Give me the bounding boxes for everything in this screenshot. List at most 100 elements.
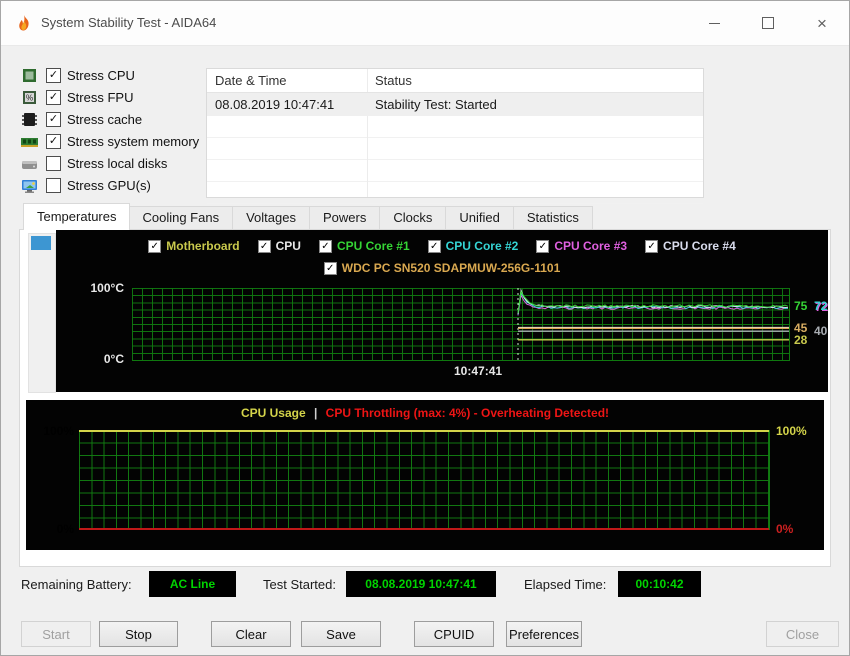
temperature-graph: ✓ Motherboard ✓ CPU ✓ CPU Core #1 ✓ CPU Core #2… [56,230,828,392]
preferences-button[interactable]: Preferences [506,621,582,647]
stress-option-label: Stress cache [67,111,143,127]
current-value-label: 45 [794,321,808,335]
cpu-usage-line [79,430,769,432]
throttling-alert: CPU Throttling (max: 4%) - Overheating D… [325,406,610,420]
stress-option-row: % ✓ Stress FPU [21,86,206,108]
flame-app-icon [19,15,29,31]
stress-options-list: ✓ Stress CPU% ✓ Stress FPU ✓ Stress cache ✓ Str… [21,64,206,196]
test-started-value-box: 08.08.2019 10:47:41 [346,571,496,597]
current-value-label: 72 [814,299,828,313]
window-controls: × [687,1,849,45]
current-value-label: 75 [794,299,808,313]
stress-option-label: Stress local disks [67,155,168,171]
fpu-icon: % [23,90,36,104]
cpuid-button[interactable]: CPUID [414,621,494,647]
tab-temperatures[interactable]: Temperatures [23,203,131,230]
minimize-icon [708,22,720,24]
clear-button[interactable]: Clear [211,621,291,647]
close-button[interactable]: × [795,1,849,45]
cpu-usage-title: CPU Usage [240,406,306,420]
stress-option-label: Stress system memory [67,133,200,149]
stress-checkbox[interactable]: ✓ [46,133,61,149]
save-button[interactable]: Save [301,621,381,647]
legend-checkbox[interactable]: ✓ [323,261,337,275]
log-table-empty-row [207,116,703,138]
legend-checkbox[interactable]: ✓ [257,239,271,253]
legend-item: ✓ CPU Core #2 [427,239,518,253]
stress-option-row: Stress local disks [21,152,206,174]
tab-statistics[interactable]: Statistics [513,206,593,230]
stress-checkbox[interactable]: ✓ [46,111,61,127]
tab-powers[interactable]: Powers [309,206,381,230]
stop-button[interactable]: Stop [99,621,178,647]
minimize-button[interactable] [687,1,741,45]
tab-panel-temperatures: ✓ Motherboard ✓ CPU ✓ CPU Core #1 ✓ CPU Core #2… [19,229,831,567]
legend-item: ✓ WDC PC SN520 SDAPMUW-256G-1101 [323,261,561,275]
gpu-icon [22,179,37,193]
elapsed-time-value-box: 00:10:42 [618,571,701,597]
legend-checkbox[interactable]: ✓ [318,239,332,253]
window-title: System Stability Test - AIDA64 [41,15,217,30]
maximize-button[interactable] [741,1,795,45]
stress-checkbox[interactable] [46,177,61,193]
cpu-icon [23,68,36,82]
legend-checkbox[interactable]: ✓ [645,239,659,253]
status-bar: Remaining Battery: AC Line Test Started:… [1,570,849,600]
temperature-legend-row-1: ✓ Motherboard ✓ CPU ✓ CPU Core #1 ✓ CPU Core #2… [56,239,828,253]
current-value-label: 40 [814,324,828,338]
legend-item: ✓ Motherboard [148,239,240,253]
svg-text:%: % [26,93,33,102]
legend-item: ✓ CPU Core #1 [318,239,410,253]
legend-checkbox[interactable]: ✓ [148,239,162,253]
tab-cooling-fans[interactable]: Cooling Fans [129,206,234,230]
test-started-value: 08.08.2019 10:47:41 [365,577,477,591]
stress-checkbox[interactable]: ✓ [46,67,61,83]
column-header-status[interactable]: Status [375,73,412,88]
temperature-legend-row-2: ✓ WDC PC SN520 SDAPMUW-256G-1101 [56,261,828,275]
current-value-label: 28 [794,333,808,347]
stress-checkbox[interactable] [46,155,61,171]
x-axis-time-label: 10:47:41 [454,364,503,378]
log-table: Date & Time Status 08.08.2019 10:47:41 S… [206,68,704,204]
usage-graph-header: CPU Usage | CPU Throttling (max: 4%) - O… [26,406,824,420]
legend-checkbox[interactable]: ✓ [536,239,550,253]
column-header-datetime[interactable]: Date & Time [215,73,287,88]
log-table-row[interactable]: 08.08.2019 10:47:41 Stability Test: Star… [207,93,703,116]
y-axis-max-label: 100°C [90,281,125,295]
legend-label: CPU [275,239,301,253]
main-content: ✓ Stress CPU% ✓ Stress FPU ✓ Stress cache ✓ Str… [1,46,849,655]
legend-item: ✓ CPU Core #3 [536,239,627,253]
scrollbar-thumb[interactable] [31,236,51,250]
log-table-empty-rows [207,116,703,204]
log-table-empty-row [207,160,703,182]
tab-voltages[interactable]: Voltages [233,206,310,230]
battery-label: Remaining Battery: [21,577,132,592]
legend-label: CPU Core #4 [663,239,736,253]
legend-label: WDC PC SN520 SDAPMUW-256G-1101 [341,261,561,275]
legend-label: Motherboard [166,239,240,253]
y-axis-min-label: 0°C [103,352,124,366]
memory-icon [21,137,38,147]
log-row-datetime: 08.08.2019 10:47:41 [215,97,335,112]
legend-item: ✓ CPU [257,239,301,253]
titlebar: System Stability Test - AIDA64 × [1,1,849,46]
usage-plot [79,430,770,530]
close-icon: × [817,13,827,33]
start-button: Start [21,621,91,647]
stress-checkbox[interactable]: ✓ [46,89,61,105]
stress-option-label: Stress GPU(s) [67,177,151,193]
test-started-label: Test Started: [263,577,336,592]
maximize-icon [762,17,774,29]
legend-checkbox[interactable]: ✓ [427,239,441,253]
graph-scrollbar[interactable] [28,233,56,393]
usage-right-min-label: 0% [776,522,794,536]
cpu-throttling-line [79,528,769,530]
tab-clocks[interactable]: Clocks [380,206,447,230]
temperature-plot [132,288,790,361]
stress-option-row: ✓ Stress CPU [21,64,206,86]
tab-unified[interactable]: Unified [446,206,514,230]
log-table-empty-row [207,182,703,204]
elapsed-time-value: 00:10:42 [635,577,684,591]
usage-left-max-label: 100% [43,424,74,438]
